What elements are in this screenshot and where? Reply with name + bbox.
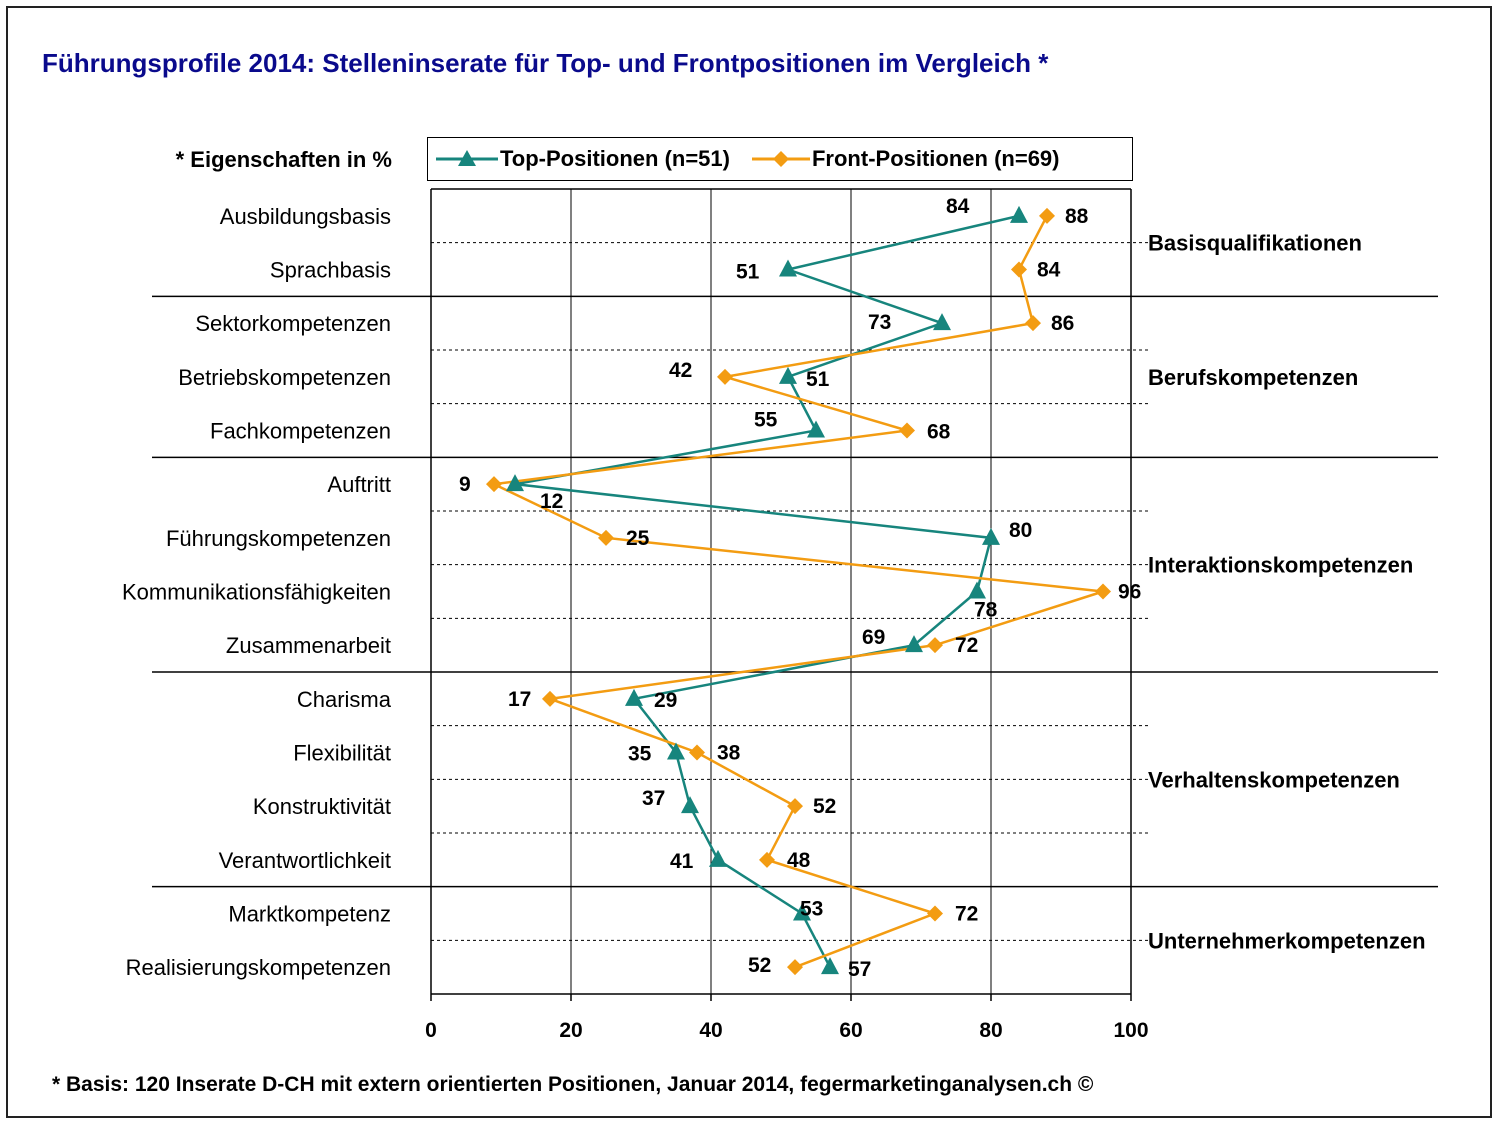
triangle-marker-icon (436, 150, 498, 166)
top-data-label: 55 (754, 409, 778, 432)
x-tick-label: 40 (699, 1019, 722, 1042)
top-data-label: 12 (540, 490, 563, 513)
top-triangle-marker (905, 635, 923, 653)
front-data-label: 17 (508, 688, 531, 711)
front-diamond-marker (1095, 583, 1111, 600)
front-diamond-marker (542, 690, 558, 707)
group-label: Unternehmerkompetenzen (1148, 928, 1426, 953)
legend-item-top: Top-Positionen (n=51) (436, 146, 730, 172)
footnote: * Basis: 120 Inserate D-CH mit extern or… (52, 1073, 1094, 1096)
front-diamond-marker (927, 637, 943, 654)
front-data-label: 38 (717, 742, 741, 765)
category-label: Kommunikationsfähigkeiten (122, 580, 391, 605)
top-data-label: 35 (628, 743, 652, 766)
top-triangle-marker (681, 796, 699, 814)
front-data-label: 72 (955, 634, 978, 657)
top-triangle-marker (506, 474, 524, 492)
top-data-label: 69 (862, 626, 885, 649)
legend-label-top: Top-Positionen (n=51) (500, 146, 730, 171)
top-triangle-marker (933, 313, 951, 331)
front-data-label: 68 (927, 421, 951, 444)
category-label: Charisma (297, 687, 392, 712)
chart-title: Führungsprofile 2014: Stelleninserate fü… (42, 48, 1049, 78)
front-data-label: 9 (459, 473, 471, 496)
top-data-label: 73 (868, 311, 891, 334)
category-label: Flexibilität (293, 741, 391, 766)
top-data-label: 57 (848, 958, 871, 981)
front-data-label: 52 (748, 954, 771, 977)
category-label: Auftritt (327, 472, 391, 497)
top-triangle-marker (667, 742, 685, 760)
x-tick-label: 100 (1113, 1019, 1148, 1042)
top-data-label: 53 (800, 898, 823, 921)
top-triangle-marker (779, 366, 797, 384)
top-data-label: 51 (806, 368, 830, 391)
category-label: Ausbildungsbasis (220, 204, 391, 229)
top-triangle-marker (779, 259, 797, 277)
legend-label-front: Front-Positionen (n=69) (811, 146, 1060, 171)
top-triangle-marker (982, 527, 1000, 545)
front-diamond-marker (486, 476, 502, 493)
category-label: Betriebskompetenzen (178, 365, 391, 390)
group-label: Berufskompetenzen (1148, 365, 1358, 390)
top-data-label: 51 (736, 261, 760, 284)
top-data-label: 80 (1009, 519, 1032, 542)
y-axis-header: * Eigenschaften in % (175, 147, 392, 172)
category-label: Verantwortlichkeit (219, 848, 391, 873)
top-triangle-marker (1010, 205, 1028, 223)
category-label: Führungskompetenzen (166, 526, 391, 551)
group-label: Basisqualifikationen (1148, 231, 1362, 256)
category-label: Sektorkompetenzen (195, 311, 391, 336)
category-label: Zusammenarbeit (226, 633, 391, 658)
group-label: Verhaltenskompetenzen (1148, 767, 1400, 792)
category-label: Sprachbasis (270, 258, 391, 283)
front-data-label: 42 (669, 359, 692, 382)
front-data-label: 86 (1051, 312, 1074, 335)
front-data-label: 48 (787, 849, 811, 872)
top-triangle-marker (821, 957, 839, 975)
category-label: Konstruktivität (253, 794, 391, 819)
front-diamond-marker (689, 744, 705, 761)
top-data-label: 78 (974, 599, 998, 622)
x-tick-label: 80 (979, 1019, 1002, 1042)
front-diamond-marker (717, 368, 733, 385)
top-triangle-marker (625, 688, 643, 706)
legend-item-front: Front-Positionen (n=69) (751, 146, 1060, 172)
category-label: Realisierungskompetenzen (126, 955, 391, 980)
top-data-label: 41 (670, 850, 694, 873)
front-diamond-marker (598, 529, 614, 546)
category-label: Fachkompetenzen (210, 419, 391, 444)
top-data-label: 37 (642, 787, 665, 810)
top-triangle-marker (807, 420, 825, 438)
top-data-label: 29 (654, 689, 677, 712)
front-diamond-marker (1039, 207, 1055, 224)
x-tick-label: 0 (425, 1019, 437, 1042)
front-data-label: 25 (626, 527, 650, 550)
front-diamond-marker (1025, 315, 1041, 332)
top-data-label: 84 (946, 195, 970, 218)
x-tick-label: 20 (559, 1019, 582, 1042)
front-diamond-marker (1011, 261, 1027, 278)
x-tick-label: 60 (839, 1019, 862, 1042)
chart-legend: Top-Positionen (n=51) Front-Positionen (… (427, 137, 1133, 181)
front-diamond-marker (927, 905, 943, 922)
front-data-label: 72 (955, 903, 978, 926)
group-label: Interaktionskompetenzen (1148, 553, 1413, 578)
front-data-label: 96 (1118, 581, 1141, 604)
front-diamond-marker (787, 798, 803, 815)
front-data-label: 88 (1065, 205, 1089, 228)
category-label: Marktkompetenz (228, 902, 391, 927)
front-diamond-marker (787, 959, 803, 976)
front-diamond-marker (759, 851, 775, 868)
front-data-label: 84 (1037, 259, 1061, 282)
diamond-marker-icon (751, 151, 810, 167)
top-triangle-marker (968, 581, 986, 599)
top-triangle-marker (793, 903, 811, 921)
front-data-label: 52 (813, 795, 836, 818)
front-diamond-marker (899, 422, 915, 439)
chart-frame (6, 6, 1492, 1118)
top-triangle-marker (709, 849, 727, 867)
